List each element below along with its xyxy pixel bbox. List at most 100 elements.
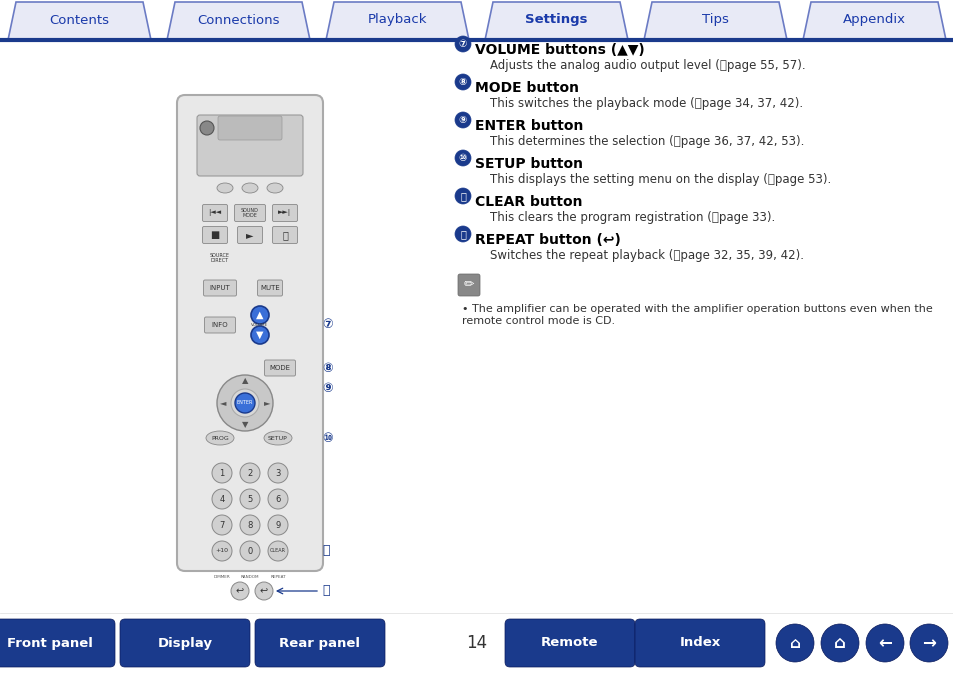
Polygon shape [643, 2, 786, 40]
Text: Contents: Contents [50, 13, 110, 26]
FancyBboxPatch shape [504, 619, 635, 667]
Text: MODE button: MODE button [475, 81, 578, 95]
Text: Settings: Settings [525, 13, 587, 26]
Text: →: → [922, 634, 935, 652]
Circle shape [254, 582, 273, 600]
Text: Display: Display [157, 637, 213, 649]
FancyBboxPatch shape [257, 280, 282, 296]
Text: Connections: Connections [197, 13, 279, 26]
Text: CLEAR: CLEAR [270, 548, 286, 553]
Circle shape [200, 121, 213, 135]
Text: 3: 3 [275, 468, 280, 478]
Ellipse shape [206, 431, 233, 445]
Text: ►►|: ►►| [278, 209, 292, 217]
Polygon shape [8, 2, 151, 40]
FancyBboxPatch shape [177, 95, 323, 571]
Text: 6: 6 [275, 495, 280, 503]
Text: ↩: ↩ [259, 586, 268, 596]
Text: Index: Index [679, 637, 720, 649]
Text: ⑩: ⑩ [322, 431, 333, 444]
Text: +10: +10 [215, 548, 229, 553]
Text: ⑨: ⑨ [322, 382, 333, 394]
Text: Appendix: Appendix [842, 13, 905, 26]
Circle shape [240, 541, 260, 561]
Text: VOLUME: VOLUME [252, 323, 269, 327]
Text: ■: ■ [211, 230, 219, 240]
Circle shape [231, 389, 258, 417]
Circle shape [240, 515, 260, 535]
Text: ⌂: ⌂ [833, 634, 845, 652]
Text: ⑧: ⑧ [322, 361, 333, 374]
Circle shape [268, 463, 288, 483]
Circle shape [234, 393, 254, 413]
Circle shape [231, 582, 249, 600]
Text: ⑨: ⑨ [458, 115, 467, 125]
Text: INPUT: INPUT [210, 285, 230, 291]
Text: ▲: ▲ [256, 310, 263, 320]
FancyBboxPatch shape [254, 619, 385, 667]
Text: Tips: Tips [701, 13, 728, 26]
Text: ⑧: ⑧ [458, 77, 467, 87]
Text: VOLUME buttons (▲▼): VOLUME buttons (▲▼) [475, 43, 644, 57]
Circle shape [775, 624, 813, 662]
Text: REPEAT button (↩): REPEAT button (↩) [475, 233, 620, 247]
FancyBboxPatch shape [264, 360, 295, 376]
Text: Front panel: Front panel [7, 637, 92, 649]
FancyBboxPatch shape [457, 274, 479, 296]
Text: MODE: MODE [269, 365, 291, 371]
Ellipse shape [242, 183, 257, 193]
FancyBboxPatch shape [0, 40, 953, 613]
Text: RANDOM: RANDOM [240, 575, 259, 579]
Text: ENTER: ENTER [236, 400, 253, 406]
FancyBboxPatch shape [196, 115, 303, 176]
Circle shape [865, 624, 903, 662]
Text: Rear panel: Rear panel [279, 637, 360, 649]
Text: 0: 0 [247, 546, 253, 555]
Circle shape [268, 489, 288, 509]
Circle shape [251, 306, 269, 324]
Circle shape [216, 375, 273, 431]
Text: ENTER button: ENTER button [475, 119, 583, 133]
Text: ▲: ▲ [241, 376, 248, 386]
Circle shape [455, 112, 471, 128]
Polygon shape [167, 2, 310, 40]
Circle shape [455, 226, 471, 242]
Text: |◄◄: |◄◄ [208, 209, 221, 217]
Text: SOURCE
DIRECT: SOURCE DIRECT [210, 252, 230, 263]
Text: SOUND
MODE: SOUND MODE [241, 207, 258, 219]
Circle shape [212, 515, 232, 535]
Text: ↩: ↩ [235, 586, 244, 596]
Text: 5: 5 [247, 495, 253, 503]
FancyBboxPatch shape [273, 227, 297, 244]
Circle shape [455, 74, 471, 90]
Circle shape [268, 515, 288, 535]
FancyBboxPatch shape [120, 619, 250, 667]
Text: ⑫: ⑫ [322, 584, 329, 598]
Polygon shape [802, 2, 945, 40]
Circle shape [821, 624, 858, 662]
FancyBboxPatch shape [202, 227, 227, 244]
Circle shape [251, 326, 269, 344]
Text: This switches the playback mode (⩢page 34, 37, 42).: This switches the playback mode (⩢page 3… [490, 97, 802, 110]
Circle shape [909, 624, 947, 662]
Circle shape [212, 541, 232, 561]
Text: Remote: Remote [540, 637, 598, 649]
Text: Adjusts the analog audio output level (⩢page 55, 57).: Adjusts the analog audio output level (⩢… [490, 59, 804, 72]
Text: ⑪: ⑪ [459, 191, 465, 201]
Text: ▼: ▼ [256, 330, 263, 340]
Polygon shape [484, 2, 627, 40]
Circle shape [455, 150, 471, 166]
Text: ◄: ◄ [219, 398, 226, 407]
Text: REPEAT: REPEAT [270, 575, 286, 579]
Text: ✏: ✏ [463, 279, 474, 291]
Text: This displays the setting menu on the display (⩢page 53).: This displays the setting menu on the di… [490, 173, 830, 186]
Text: ⏸: ⏸ [282, 230, 288, 240]
Circle shape [212, 489, 232, 509]
FancyBboxPatch shape [635, 619, 764, 667]
Text: ⑦: ⑦ [322, 318, 333, 332]
Text: ⑦: ⑦ [458, 39, 467, 49]
Text: ⑩: ⑩ [458, 153, 467, 163]
Text: DIMMER: DIMMER [213, 575, 230, 579]
Circle shape [212, 463, 232, 483]
Circle shape [455, 188, 471, 204]
